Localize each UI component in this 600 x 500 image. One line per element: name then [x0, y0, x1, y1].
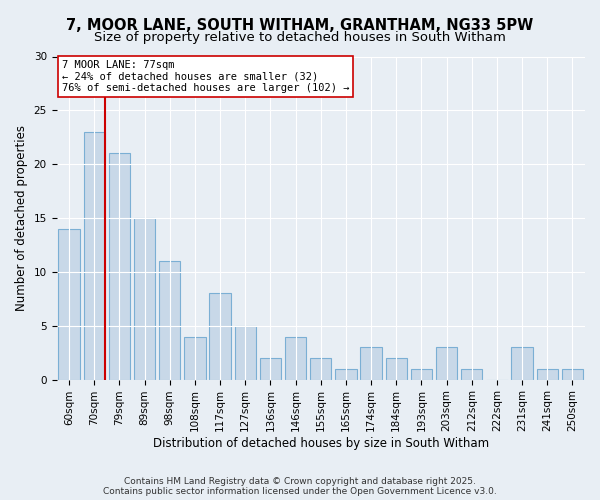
Bar — [511, 348, 533, 380]
Bar — [83, 132, 105, 380]
Bar — [209, 294, 231, 380]
Bar — [285, 336, 306, 380]
Bar — [436, 348, 457, 380]
Text: Size of property relative to detached houses in South Witham: Size of property relative to detached ho… — [94, 31, 506, 44]
Y-axis label: Number of detached properties: Number of detached properties — [15, 125, 28, 311]
Bar — [411, 369, 432, 380]
Bar — [461, 369, 482, 380]
Bar — [386, 358, 407, 380]
Bar — [310, 358, 331, 380]
Bar — [562, 369, 583, 380]
Bar — [536, 369, 558, 380]
Bar — [134, 218, 155, 380]
Bar — [159, 261, 181, 380]
Bar — [235, 326, 256, 380]
Text: Contains HM Land Registry data © Crown copyright and database right 2025.
Contai: Contains HM Land Registry data © Crown c… — [103, 476, 497, 496]
Bar — [361, 348, 382, 380]
X-axis label: Distribution of detached houses by size in South Witham: Distribution of detached houses by size … — [153, 437, 489, 450]
Bar — [184, 336, 206, 380]
Bar — [58, 229, 80, 380]
Bar — [260, 358, 281, 380]
Text: 7 MOOR LANE: 77sqm
← 24% of detached houses are smaller (32)
76% of semi-detache: 7 MOOR LANE: 77sqm ← 24% of detached hou… — [62, 60, 349, 93]
Text: 7, MOOR LANE, SOUTH WITHAM, GRANTHAM, NG33 5PW: 7, MOOR LANE, SOUTH WITHAM, GRANTHAM, NG… — [67, 18, 533, 32]
Bar — [335, 369, 356, 380]
Bar — [109, 154, 130, 380]
